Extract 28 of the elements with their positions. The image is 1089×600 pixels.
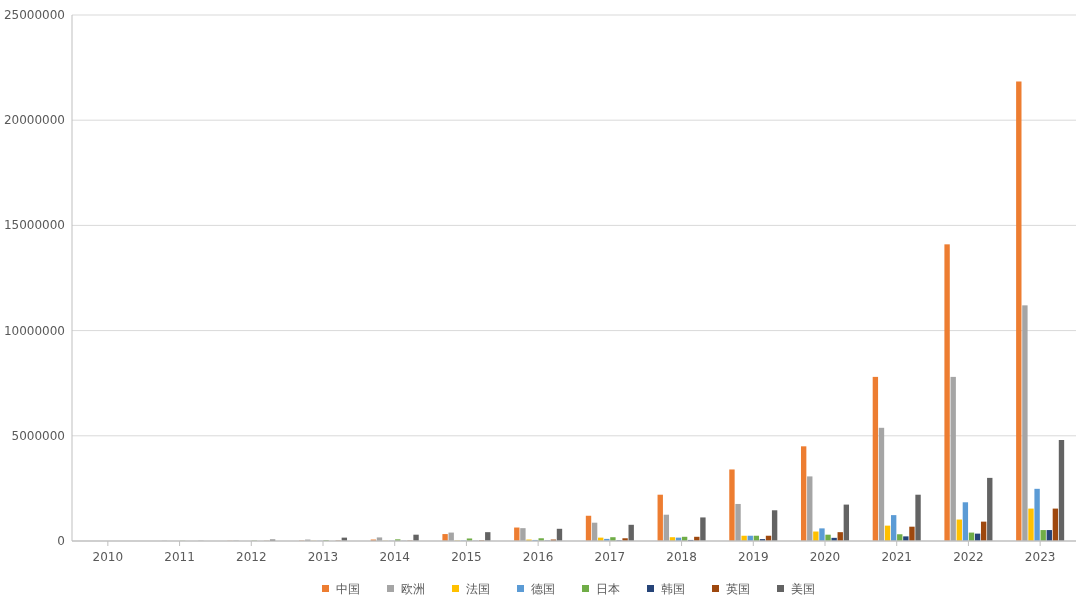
legend-label: 法国 [466, 582, 490, 596]
x-tick-label: 2019 [738, 550, 769, 564]
y-tick-label: 0 [57, 534, 65, 548]
x-tick-label: 2018 [666, 550, 697, 564]
x-tick-label: 2015 [451, 550, 482, 564]
x-tick-label: 2016 [522, 550, 554, 564]
x-tick-label: 2014 [379, 550, 410, 564]
legend-label: 韩国 [661, 582, 685, 596]
x-tick-label: 2020 [809, 550, 841, 564]
legend-label: 德国 [531, 582, 555, 596]
x-tick-label: 2011 [164, 550, 195, 564]
y-tick-label: 10000000 [3, 323, 65, 338]
legend-label: 英国 [726, 582, 750, 596]
x-tick-label: 2022 [953, 550, 984, 564]
y-tick-label: 20000000 [3, 113, 65, 128]
legend-label: 日本 [596, 582, 620, 596]
x-tick-label: 2017 [594, 550, 626, 564]
y-tick-label: 25000000 [3, 8, 65, 22]
y-tick-label: 15000000 [3, 218, 65, 233]
x-tick-label: 2021 [881, 550, 912, 564]
legend-label: 中国 [336, 582, 360, 596]
legend-label: 欧洲 [401, 582, 425, 596]
y-tick-label: 5000000 [11, 428, 65, 443]
x-tick-label: 2010 [92, 550, 124, 564]
x-tick-label: 2023 [1024, 550, 1056, 564]
x-tick-label: 2012 [236, 550, 267, 564]
legend-label: 美国 [791, 582, 815, 596]
x-tick-label: 2013 [307, 550, 339, 564]
